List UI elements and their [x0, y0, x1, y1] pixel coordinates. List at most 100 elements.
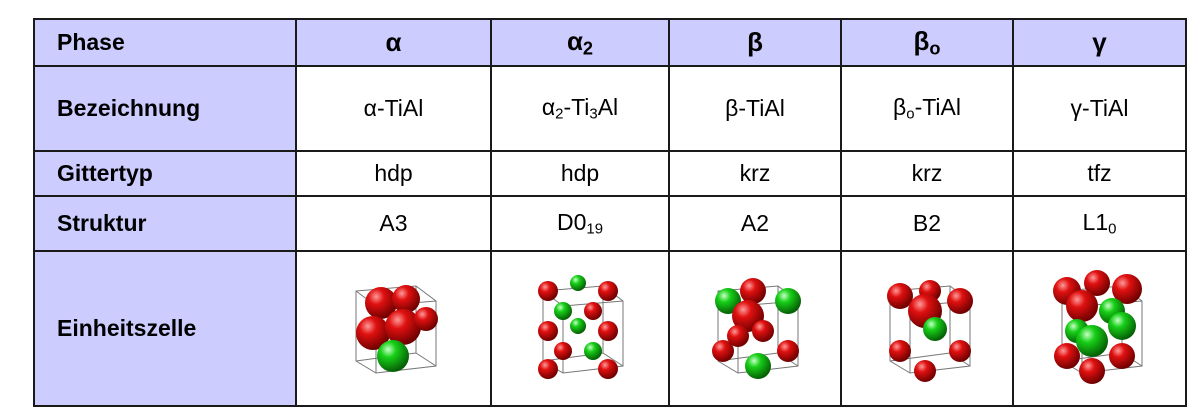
text: Phase — [57, 29, 125, 55]
text: α — [385, 27, 402, 57]
subscript: 0 — [1108, 220, 1117, 238]
header-cell: Phase — [33, 18, 297, 67]
atom — [1079, 358, 1105, 384]
text: -Ti — [563, 94, 590, 121]
subscript: o — [906, 105, 915, 123]
atom — [583, 342, 602, 360]
cell: A2 — [668, 195, 842, 252]
row-label: Bezeichnung — [33, 65, 297, 152]
row: Struktur A3 D019 A2 B2 L10 — [33, 195, 1187, 252]
header-cell: α2 — [490, 18, 670, 67]
image-cell — [840, 250, 1014, 407]
atom — [569, 275, 586, 291]
atom — [377, 340, 409, 372]
atom — [1084, 270, 1110, 296]
text: A2 — [740, 210, 770, 236]
text: β — [913, 25, 930, 56]
atom — [569, 318, 586, 334]
cell: krz — [668, 150, 842, 197]
atom — [365, 287, 397, 319]
atom — [922, 317, 947, 341]
atom — [553, 302, 572, 320]
text: -TiAl — [914, 94, 961, 121]
text: β — [747, 27, 763, 57]
text: L1 — [1082, 209, 1109, 236]
atom — [774, 288, 801, 314]
image-cell — [295, 250, 492, 407]
cell: α2-Ti3Al — [490, 65, 670, 152]
unit-cell — [355, 285, 438, 374]
text: α-TiAl — [363, 95, 424, 121]
atom — [913, 360, 936, 382]
image-cell — [668, 250, 842, 407]
cell: A3 — [295, 195, 492, 252]
atom — [726, 325, 749, 347]
text: β-TiAl — [725, 95, 785, 121]
atom — [739, 278, 766, 304]
row: Gittertyp hdp hdp krz krz tfz — [33, 150, 1187, 197]
text: γ — [1092, 27, 1107, 57]
subscript: 19 — [586, 220, 604, 238]
text: Struktur — [57, 210, 147, 236]
atom — [597, 281, 618, 301]
header-cell: β — [668, 18, 842, 67]
unit-cell — [1053, 270, 1143, 384]
text: A3 — [379, 210, 408, 236]
text: β — [893, 94, 907, 121]
subscript: o — [929, 38, 941, 59]
atom — [583, 302, 602, 320]
text: hdp — [374, 160, 413, 186]
atom — [597, 359, 618, 379]
phase-table: Phase α α2 β βo γ Bezeichnung α-TiAl α2-Ti3Al β-T… — [33, 18, 1187, 407]
atom — [414, 307, 438, 331]
text: krz — [739, 160, 771, 186]
header-cell: α — [295, 18, 492, 67]
atom — [776, 340, 799, 362]
atom — [537, 359, 558, 379]
atom — [1076, 325, 1108, 357]
unit-cell — [886, 280, 973, 382]
subscript: 3 — [589, 105, 598, 123]
atom — [888, 340, 911, 362]
cell: tfz — [1012, 150, 1187, 197]
text: Bezeichnung — [57, 95, 201, 121]
text: tfz — [1087, 160, 1112, 186]
text: Al — [597, 94, 619, 121]
text: γ-TiAl — [1070, 95, 1129, 121]
subscript: 2 — [582, 38, 594, 59]
atom — [1109, 343, 1135, 369]
cell: α-TiAl — [295, 65, 492, 152]
row-label: Gittertyp — [33, 150, 297, 197]
image-cell — [490, 250, 670, 407]
cell: βo-TiAl — [840, 65, 1014, 152]
unit-cell — [537, 275, 623, 379]
atom — [946, 288, 973, 314]
text: hdp — [560, 160, 600, 186]
text: Einheitszelle — [57, 315, 197, 341]
atom — [948, 340, 971, 362]
cell: hdp — [295, 150, 492, 197]
header-cell: βo — [840, 18, 1014, 67]
cell: B2 — [840, 195, 1014, 252]
atom — [392, 285, 420, 313]
cell: β-TiAl — [668, 65, 842, 152]
table-body: Phase α α2 β βo γ Bezeichnung α-TiAl α2-Ti3Al β-T… — [33, 18, 1187, 407]
atom — [744, 353, 771, 379]
text: Gittertyp — [57, 160, 153, 186]
row-label: Einheitszelle — [33, 250, 297, 407]
atom — [385, 309, 421, 345]
row-label: Struktur — [33, 195, 297, 252]
atom — [553, 342, 572, 360]
text: α — [541, 94, 556, 121]
text: krz — [911, 160, 943, 186]
atom — [751, 320, 774, 342]
cell: krz — [840, 150, 1014, 197]
atom — [1054, 343, 1080, 369]
atom — [1108, 312, 1136, 340]
cell: D019 — [490, 195, 670, 252]
atom — [886, 283, 913, 309]
text: D0 — [556, 209, 587, 236]
text: α — [566, 25, 583, 56]
row: Einheitszelle — [33, 250, 1187, 407]
